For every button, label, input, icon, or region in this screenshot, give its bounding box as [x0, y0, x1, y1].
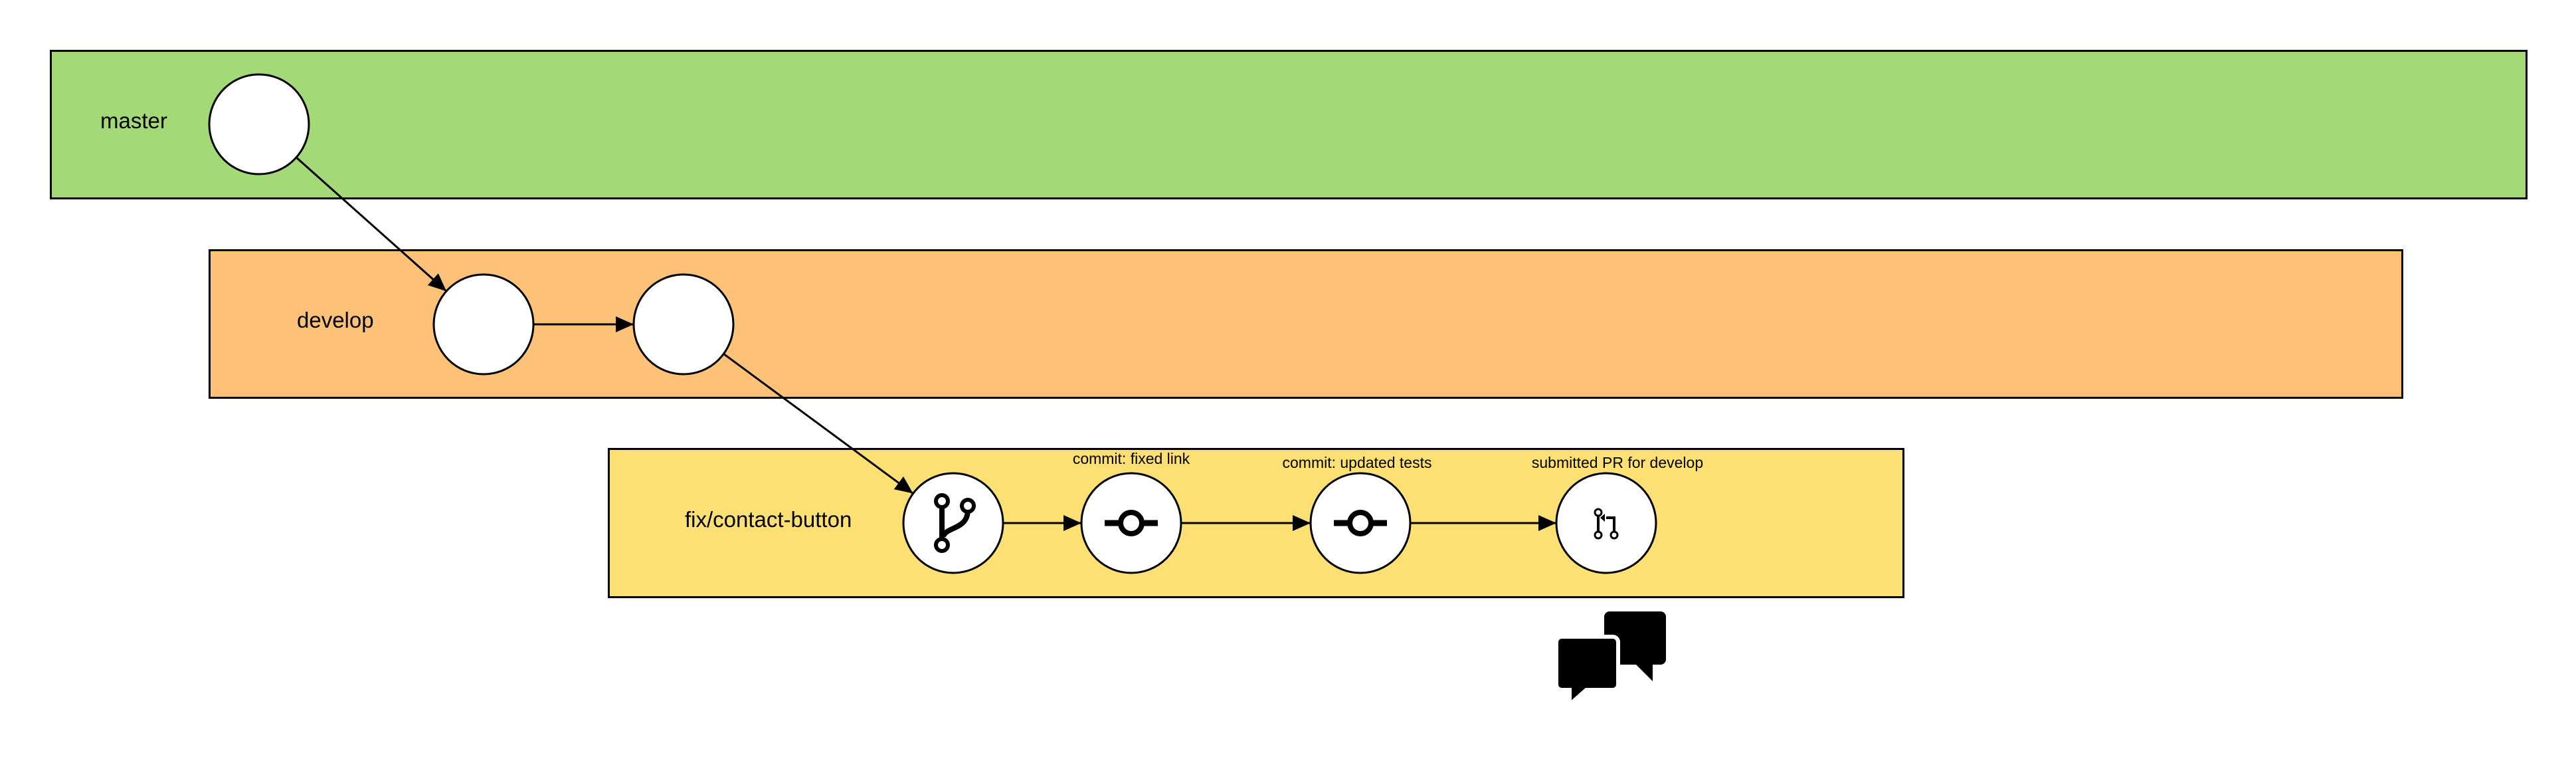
commit-label-fixed-link: commit: fixed link: [1072, 450, 1190, 467]
commit-label-submitted-pr: submitted PR for develop: [1531, 454, 1704, 471]
node-f4: [1555, 472, 1657, 574]
lane-master: [50, 50, 2528, 199]
node-d2: [632, 273, 735, 376]
edge-m1-d1: [296, 156, 447, 292]
node-f2: [1080, 472, 1182, 574]
comments-icon: [1554, 611, 1666, 709]
lane-label-master: master: [100, 108, 167, 133]
node-f1: [902, 472, 1004, 574]
edge-d2-f1: [723, 353, 914, 494]
node-f3: [1309, 472, 1412, 574]
git-branch-icon: [934, 493, 976, 553]
node-m1: [208, 73, 310, 175]
git-commit-icon: [1105, 510, 1158, 536]
lane-label-develop: develop: [297, 308, 374, 332]
lane-label-fix: fix/contact-button: [685, 507, 852, 532]
git-commit-icon: [1334, 510, 1387, 536]
commit-label-updated-tests: commit: updated tests: [1282, 454, 1432, 471]
git-pull-request-icon: [1594, 508, 1619, 540]
node-d1: [432, 273, 535, 376]
